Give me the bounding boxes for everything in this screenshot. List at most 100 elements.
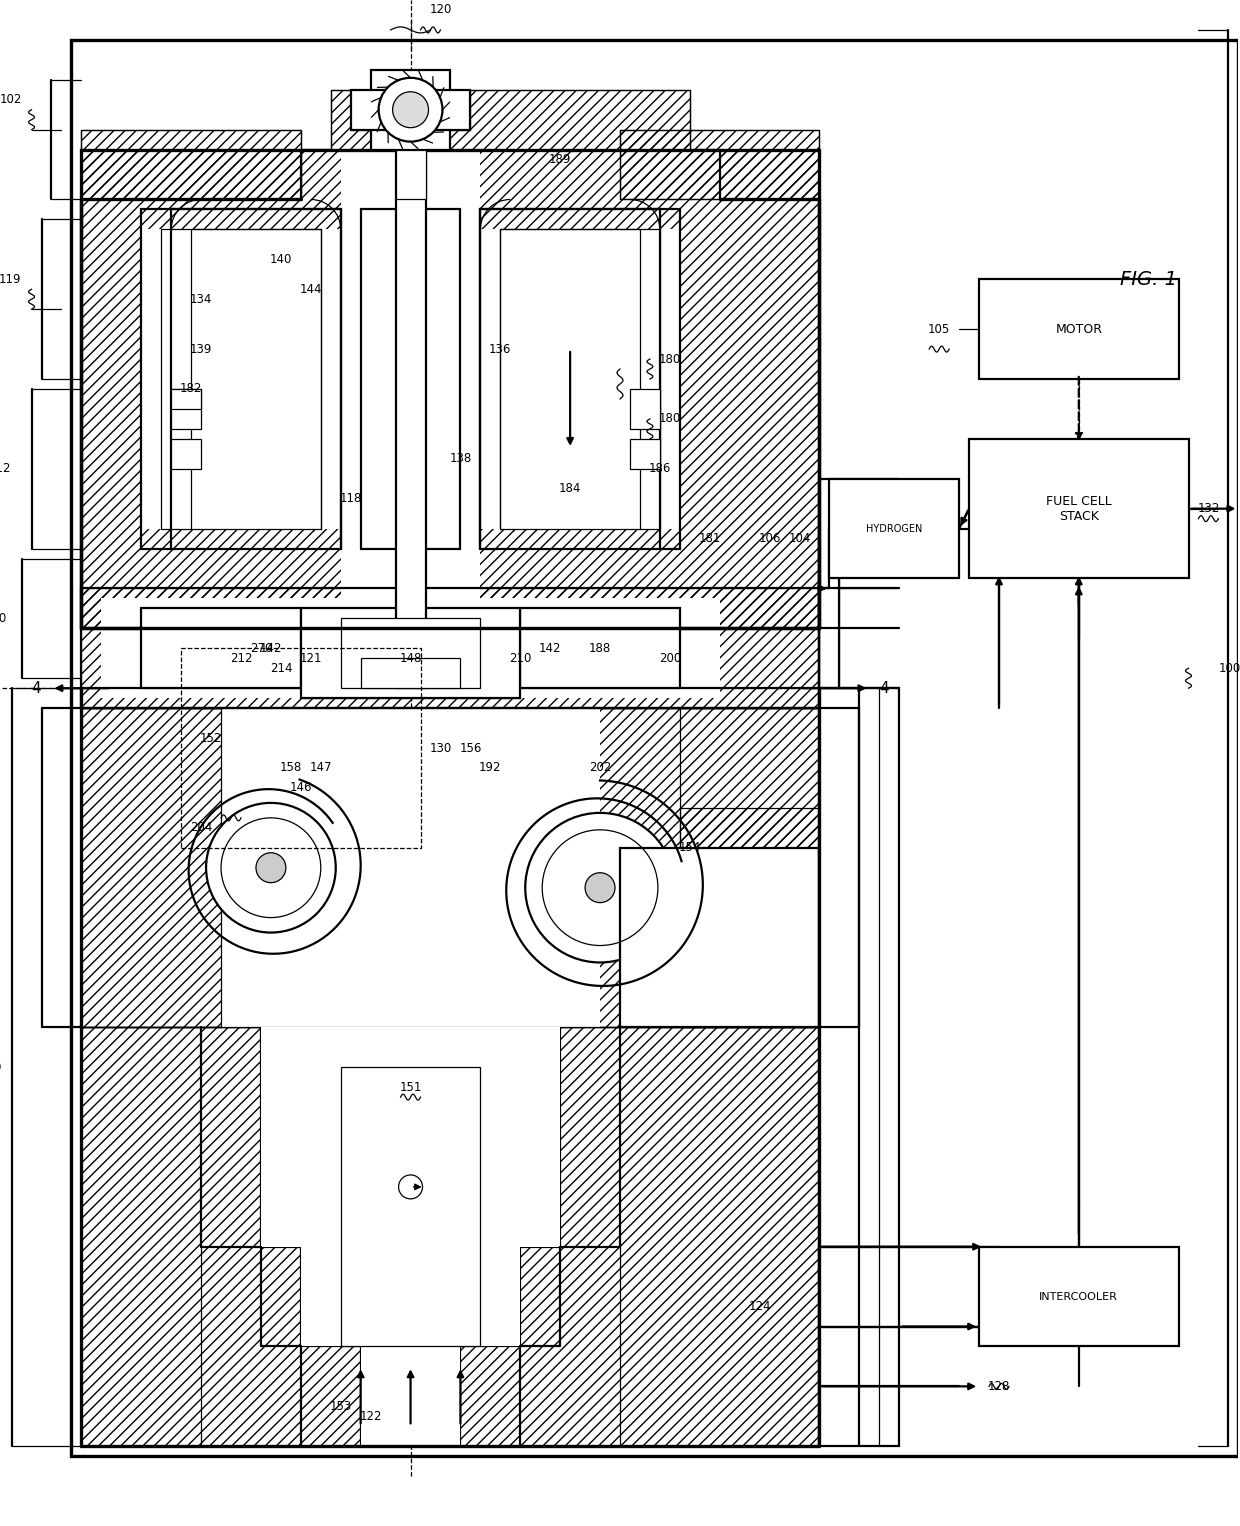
Bar [331,90,689,150]
Text: 106: 106 [759,533,781,545]
Text: 147: 147 [310,761,332,775]
Bar [301,609,521,699]
Text: 120: 120 [429,3,451,17]
Text: 158: 158 [280,761,303,775]
Bar [480,229,680,528]
Text: 204: 204 [190,821,212,835]
Text: HYDROGEN: HYDROGEN [866,523,923,534]
Text: 186: 186 [649,462,671,475]
Bar [480,209,680,548]
Text: 4: 4 [879,681,889,696]
Bar [141,609,301,688]
Bar [351,90,470,130]
Bar [630,389,660,429]
Text: 153: 153 [330,1399,352,1413]
Text: FIG. 1: FIG. 1 [1120,270,1177,288]
Bar [630,439,660,468]
Text: 154: 154 [678,841,701,855]
Bar [620,130,820,200]
Bar [141,229,341,528]
Bar [630,389,660,429]
Text: 122: 122 [360,1410,382,1422]
Bar [396,110,425,200]
Text: 140: 140 [270,253,293,266]
Bar [171,389,201,429]
Text: 146: 146 [290,781,312,795]
Text: 148: 148 [399,652,422,665]
Text: 152: 152 [200,731,222,745]
Bar [361,658,460,688]
Circle shape [255,853,286,882]
Text: 102: 102 [0,93,21,107]
Bar [680,807,820,1027]
Bar [341,1067,480,1346]
Text: 192: 192 [479,761,502,775]
Bar [341,618,480,688]
Text: 210: 210 [510,652,532,665]
Bar [341,150,480,629]
Text: 118: 118 [340,493,362,505]
Bar [620,848,820,1027]
Bar [221,708,600,1027]
Bar [371,70,450,150]
Bar [171,389,201,409]
Text: 119: 119 [0,273,21,285]
Bar [301,1027,521,1346]
Text: 270: 270 [249,642,272,655]
Text: 112: 112 [0,462,11,475]
Text: FUEL CELL
STACK: FUEL CELL STACK [1045,494,1112,523]
Bar [521,598,719,699]
Bar [82,150,820,629]
Bar [396,110,425,200]
Text: 184: 184 [559,482,582,496]
Circle shape [585,873,615,903]
Bar [331,90,689,150]
Text: 142: 142 [259,642,283,655]
Bar [82,130,301,200]
Bar [171,439,201,468]
Bar [500,229,660,528]
Bar [82,708,820,1027]
Text: 142: 142 [539,642,562,655]
Bar [181,649,420,848]
Bar [680,708,820,1027]
Bar [82,589,820,708]
Circle shape [526,813,675,963]
Bar [82,708,820,1027]
Text: 151: 151 [399,1080,422,1094]
Text: 124: 124 [749,1300,771,1312]
Bar [341,618,480,688]
Bar [351,90,470,130]
Bar [620,130,820,200]
Text: 130: 130 [429,742,451,754]
Text: 180: 180 [658,412,681,426]
Bar [361,209,460,548]
Text: 139: 139 [190,342,212,356]
Text: 180: 180 [658,353,681,366]
Text: 104: 104 [789,533,811,545]
Text: 138: 138 [449,452,471,465]
Bar [161,229,321,528]
Circle shape [206,803,336,932]
Bar [301,609,521,699]
Text: 105: 105 [928,322,950,336]
Text: 110: 110 [0,1061,1,1074]
Text: 202: 202 [589,761,611,775]
Bar [171,439,201,468]
Text: 200: 200 [658,652,681,665]
Bar [82,1027,820,1447]
Text: 100: 100 [1219,662,1240,674]
Bar [396,150,425,688]
Bar [630,439,660,468]
Bar [260,1027,560,1247]
Bar [82,589,820,708]
Text: 182: 182 [180,383,202,395]
Bar [141,209,341,548]
Bar [830,479,959,578]
Text: 128: 128 [988,1380,1011,1393]
Bar [361,209,460,548]
Text: INTERCOOLER: INTERCOOLER [1039,1291,1118,1302]
Bar [82,150,820,629]
Circle shape [378,78,443,142]
Circle shape [393,92,429,128]
